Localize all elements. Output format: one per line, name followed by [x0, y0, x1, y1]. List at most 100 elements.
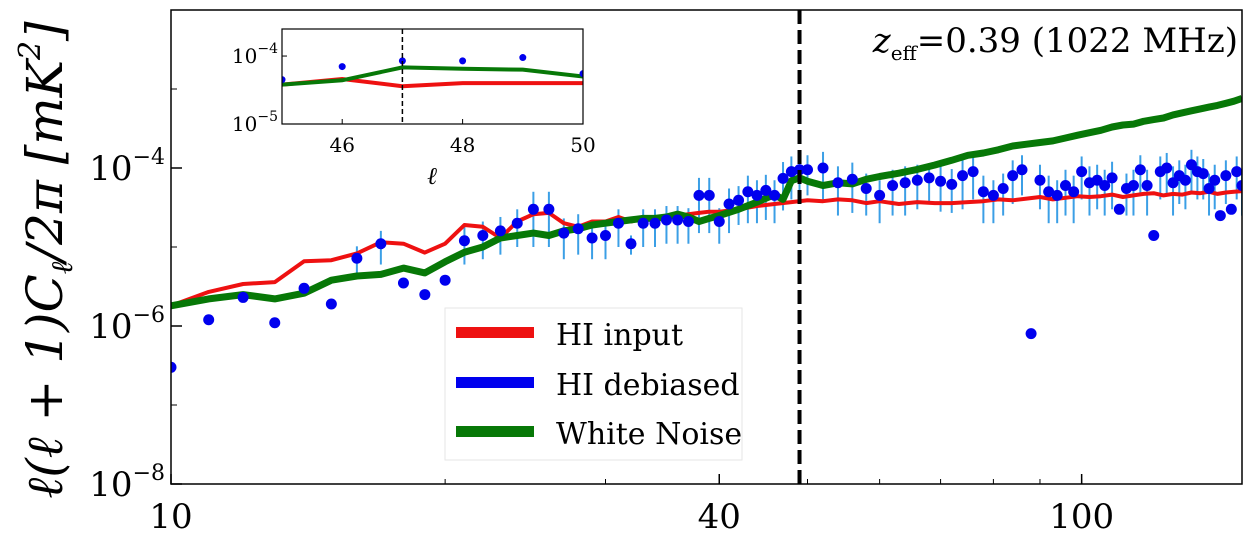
- inset-x-tick-label: 46: [329, 133, 354, 157]
- data-point-hi-debiased: [802, 164, 814, 176]
- inset-data-point-hi-debiased: [579, 70, 583, 78]
- data-point-hi-debiased: [1225, 203, 1237, 215]
- inset-frame: [281, 28, 584, 125]
- data-point-hi-debiased: [777, 172, 789, 184]
- data-point-hi-debiased: [1214, 210, 1226, 222]
- legend-label-hi-input: HI input: [556, 318, 683, 353]
- data-point-hi-debiased: [967, 166, 979, 178]
- data-point-hi-debiased: [558, 227, 570, 239]
- y-tick-base: 10: [89, 465, 132, 505]
- inset-data-point-hi-debiased: [459, 57, 467, 65]
- data-point-hi-debiased: [1134, 164, 1146, 176]
- data-point-hi-debiased: [527, 203, 539, 215]
- data-point-hi-debiased: [987, 189, 999, 201]
- data-point-hi-debiased: [269, 317, 281, 329]
- legend-label-white-noise: White Noise: [556, 417, 742, 452]
- data-point-hi-debiased: [1203, 183, 1215, 195]
- y-tick-exponent: −6: [133, 303, 165, 328]
- legend: HI input HI debiased White Noise: [444, 307, 743, 461]
- series-line-white-noise: [171, 95, 1242, 310]
- legend-swatch-white-noise: [456, 426, 534, 437]
- data-point-hi-debiased: [511, 217, 523, 229]
- data-point-hi-debiased: [1068, 186, 1080, 198]
- y-tick-label: 10−8: [89, 461, 165, 505]
- inset-plot-area: [282, 54, 583, 89]
- inset-x-tick-label: 50: [570, 133, 595, 157]
- data-point-hi-debiased: [171, 361, 177, 373]
- data-point-hi-debiased: [742, 186, 754, 198]
- data-point-hi-debiased: [672, 214, 684, 226]
- data-point-hi-debiased: [997, 183, 1009, 195]
- data-point-hi-debiased: [899, 177, 911, 189]
- x-tick-label: 100: [1049, 497, 1114, 537]
- legend-swatch-hi-debiased: [456, 377, 534, 388]
- data-point-hi-debiased: [351, 252, 363, 264]
- data-point-hi-debiased: [1099, 180, 1111, 192]
- data-point-hi-debiased: [1043, 186, 1055, 198]
- inset-y-tick-label: 10−4: [232, 41, 278, 68]
- data-point-hi-debiased: [794, 164, 806, 176]
- data-point-hi-debiased: [543, 203, 555, 215]
- data-point-hi-debiased: [586, 232, 598, 244]
- data-point-hi-debiased: [1034, 174, 1046, 186]
- data-point-hi-debiased: [1236, 180, 1242, 192]
- data-point-hi-debiased: [599, 229, 611, 241]
- data-point-hi-debiased: [693, 189, 705, 201]
- data-point-hi-debiased: [1197, 168, 1209, 180]
- data-point-hi-debiased: [1231, 166, 1242, 178]
- data-point-hi-debiased: [1141, 180, 1153, 192]
- redshift-annotation: zeff=0.39 (1022 MHz): [872, 21, 1238, 65]
- data-point-hi-debiased: [1220, 170, 1232, 182]
- data-point-hi-debiased: [1059, 180, 1071, 192]
- inset-data-point-hi-debiased: [282, 76, 286, 84]
- x-tick-label: 40: [698, 497, 741, 537]
- data-point-hi-debiased: [1025, 328, 1037, 340]
- data-point-hi-debiased: [1148, 229, 1160, 241]
- inset-data-point-hi-debiased: [519, 54, 527, 62]
- data-point-hi-debiased: [477, 229, 489, 241]
- data-point-hi-debiased: [911, 174, 923, 186]
- data-point-hi-debiased: [1127, 180, 1139, 192]
- data-point-hi-debiased: [397, 277, 409, 289]
- data-point-hi-debiased: [1007, 170, 1019, 182]
- data-point-hi-debiased: [1209, 174, 1221, 186]
- data-point-hi-debiased: [649, 217, 661, 229]
- inset-x-tick-label: 48: [450, 133, 475, 157]
- data-point-hi-debiased: [1076, 166, 1088, 178]
- data-point-hi-debiased: [439, 274, 451, 286]
- data-point-hi-debiased: [723, 198, 735, 210]
- data-point-hi-debiased: [237, 291, 249, 303]
- data-point-hi-debiased: [832, 177, 844, 189]
- data-point-hi-debiased: [1167, 177, 1179, 189]
- data-point-hi-debiased: [637, 217, 649, 229]
- data-point-hi-debiased: [375, 238, 387, 250]
- x-tick-label: 10: [149, 497, 192, 537]
- data-point-hi-debiased: [935, 175, 947, 187]
- inset-y-tick-exponent: −4: [257, 41, 278, 57]
- inset-series-white-noise: [282, 65, 583, 87]
- data-point-hi-debiased: [751, 189, 763, 201]
- data-point-hi-debiased: [923, 172, 935, 184]
- legend-swatch-hi-input: [456, 327, 534, 338]
- data-point-hi-debiased: [660, 214, 672, 226]
- y-tick-exponent: −4: [133, 145, 165, 170]
- data-point-hi-debiased: [977, 186, 989, 198]
- inset-data-point-hi-debiased: [398, 57, 406, 65]
- data-point-hi-debiased: [1106, 172, 1118, 184]
- data-point-hi-debiased: [298, 282, 310, 294]
- inset-y-tick-label: 10−5: [232, 109, 278, 136]
- data-point-hi-debiased: [1051, 189, 1063, 201]
- data-point-hi-debiased: [1016, 164, 1028, 176]
- data-point-hi-debiased: [769, 189, 781, 201]
- data-point-hi-debiased: [874, 189, 886, 201]
- data-point-hi-debiased: [703, 189, 715, 201]
- inset-y-tick-base: 10: [232, 112, 257, 136]
- data-point-hi-debiased: [1113, 203, 1125, 215]
- inset-y-tick-base: 10: [232, 44, 257, 68]
- legend-label-hi-debiased: HI debiased: [556, 368, 740, 403]
- y-axis-label: ℓ(ℓ + 1)Cℓ/2π [mK2]: [13, 21, 80, 499]
- data-point-hi-debiased: [860, 183, 872, 195]
- data-point-hi-debiased: [957, 170, 969, 182]
- data-point-hi-debiased: [682, 216, 694, 228]
